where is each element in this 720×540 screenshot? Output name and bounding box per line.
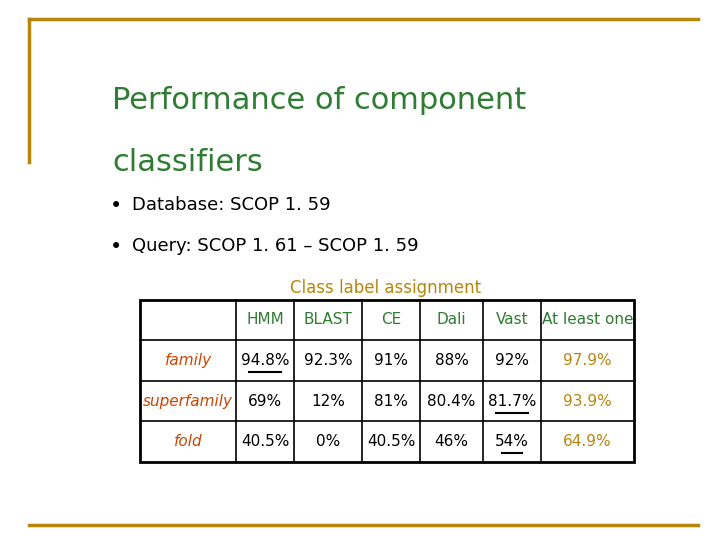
- Text: Dali: Dali: [437, 313, 467, 327]
- Bar: [140, 300, 634, 462]
- Text: family: family: [165, 353, 212, 368]
- Text: 92.3%: 92.3%: [304, 353, 353, 368]
- Text: At least one: At least one: [541, 313, 633, 327]
- Text: Vast: Vast: [495, 313, 528, 327]
- Text: BLAST: BLAST: [304, 313, 353, 327]
- Text: superfamily: superfamily: [143, 394, 233, 409]
- Text: HMM: HMM: [246, 313, 284, 327]
- Text: 94.8%: 94.8%: [240, 353, 289, 368]
- Text: Performance of component: Performance of component: [112, 85, 526, 114]
- Text: Database: SCOP 1. 59: Database: SCOP 1. 59: [132, 196, 330, 214]
- Text: 80.4%: 80.4%: [428, 394, 476, 409]
- Text: 81%: 81%: [374, 394, 408, 409]
- Text: 64.9%: 64.9%: [563, 434, 612, 449]
- Text: 88%: 88%: [435, 353, 469, 368]
- Text: 97.9%: 97.9%: [563, 353, 612, 368]
- Text: classifiers: classifiers: [112, 148, 263, 177]
- Text: 93.9%: 93.9%: [563, 394, 612, 409]
- Text: Query: SCOP 1. 61 – SCOP 1. 59: Query: SCOP 1. 61 – SCOP 1. 59: [132, 238, 418, 255]
- Text: 46%: 46%: [435, 434, 469, 449]
- Text: 12%: 12%: [311, 394, 345, 409]
- Text: 0%: 0%: [316, 434, 341, 449]
- Text: 54%: 54%: [495, 434, 529, 449]
- Text: 81.7%: 81.7%: [487, 394, 536, 409]
- Text: CE: CE: [381, 313, 401, 327]
- Text: 69%: 69%: [248, 394, 282, 409]
- Text: 40.5%: 40.5%: [367, 434, 415, 449]
- Text: 40.5%: 40.5%: [241, 434, 289, 449]
- Text: •: •: [109, 238, 122, 258]
- Text: 92%: 92%: [495, 353, 529, 368]
- Text: Class label assignment: Class label assignment: [290, 279, 481, 297]
- Text: fold: fold: [174, 434, 202, 449]
- Text: 91%: 91%: [374, 353, 408, 368]
- Text: •: •: [109, 196, 122, 216]
